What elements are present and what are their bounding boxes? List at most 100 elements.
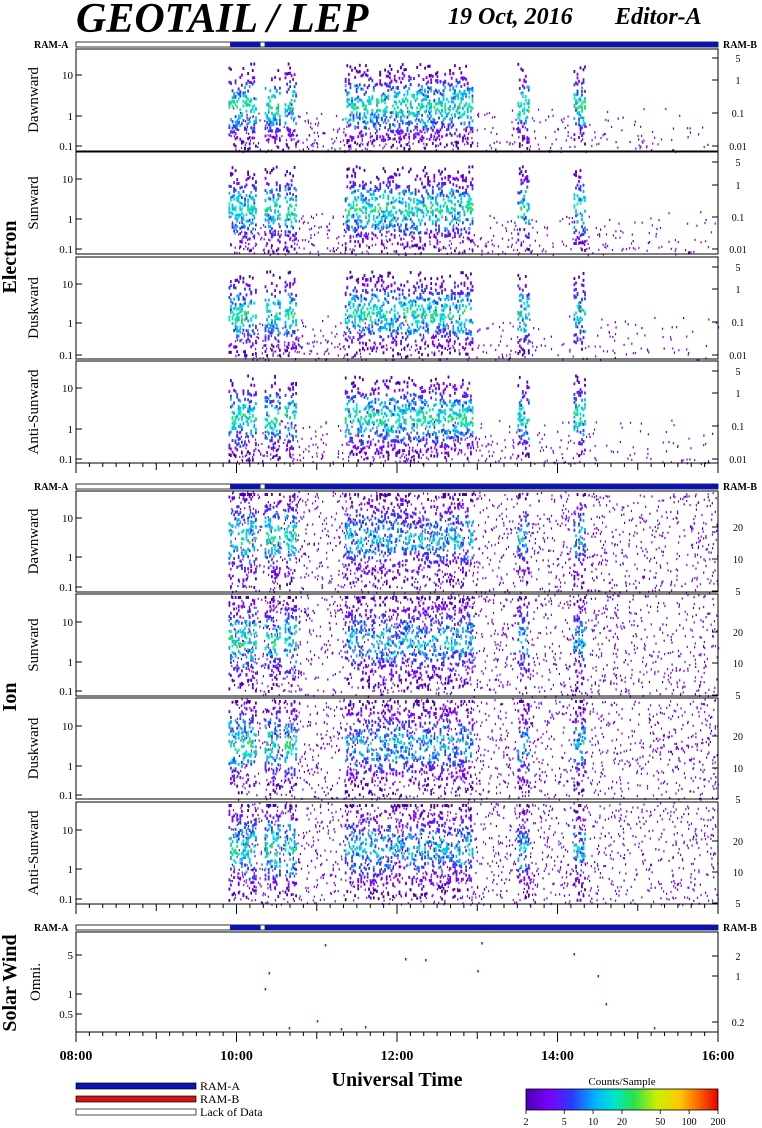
cell <box>425 323 428 327</box>
cell <box>442 320 445 324</box>
cell <box>266 354 268 357</box>
cell <box>387 271 390 275</box>
cell <box>471 177 474 181</box>
cell <box>409 77 412 81</box>
cell <box>478 115 480 118</box>
cell <box>363 329 365 332</box>
cell <box>271 318 273 322</box>
cell <box>442 330 445 334</box>
cell <box>436 242 439 246</box>
cell <box>241 317 243 321</box>
cell <box>408 141 410 144</box>
cell <box>292 330 294 333</box>
cell <box>673 149 675 152</box>
cell <box>526 136 529 140</box>
cell <box>372 293 375 297</box>
cell <box>279 77 281 81</box>
cell <box>239 94 242 98</box>
cell <box>372 223 374 226</box>
cell <box>510 349 512 352</box>
cell <box>362 73 364 77</box>
cell <box>244 86 246 89</box>
cell <box>687 353 689 356</box>
cell <box>521 197 524 201</box>
cell <box>414 288 417 292</box>
cell <box>286 214 288 218</box>
cell <box>678 349 680 352</box>
cell <box>573 138 576 141</box>
cell <box>286 82 288 86</box>
cell <box>316 352 318 355</box>
cell <box>447 230 450 234</box>
cell <box>390 188 393 192</box>
cell <box>686 348 688 351</box>
cell <box>449 305 451 309</box>
cell <box>401 77 404 80</box>
cell <box>524 170 527 173</box>
cell <box>354 75 356 79</box>
cell <box>465 342 467 346</box>
cell <box>433 317 436 321</box>
cell <box>431 222 434 226</box>
cell <box>422 215 425 218</box>
cell <box>287 133 290 137</box>
cell <box>284 289 287 293</box>
cell <box>424 243 426 247</box>
cell <box>259 119 261 122</box>
cell <box>237 294 240 298</box>
cell <box>336 237 338 240</box>
cell <box>605 118 607 121</box>
cell <box>264 329 267 333</box>
cell <box>521 84 524 88</box>
cell <box>250 345 253 349</box>
cell <box>438 323 440 326</box>
cell <box>417 297 420 301</box>
cell <box>511 243 513 246</box>
cell <box>442 317 445 321</box>
cell <box>579 105 582 108</box>
cell <box>390 79 393 83</box>
cell <box>274 336 276 340</box>
cell <box>454 114 456 118</box>
cell <box>242 235 245 239</box>
cell <box>400 341 402 344</box>
cell <box>365 73 367 77</box>
cell <box>231 301 234 305</box>
cell <box>551 108 553 111</box>
cell <box>663 347 665 350</box>
cell <box>470 239 472 243</box>
cell <box>292 112 294 115</box>
cell <box>365 126 367 130</box>
cell <box>367 232 370 235</box>
cell <box>266 120 268 124</box>
cell <box>425 143 428 147</box>
cell <box>228 286 231 289</box>
cell <box>582 290 585 293</box>
cell <box>398 297 401 301</box>
cell <box>411 224 414 228</box>
cell <box>264 231 266 234</box>
cell <box>358 314 361 318</box>
cell <box>228 126 231 130</box>
cell <box>527 179 530 183</box>
cell <box>376 137 378 141</box>
cell <box>248 118 250 121</box>
cell <box>354 84 356 88</box>
cell <box>252 115 254 118</box>
cell <box>520 299 523 303</box>
cell <box>450 206 453 210</box>
cell <box>288 218 290 221</box>
cell <box>417 320 420 324</box>
cell <box>276 137 278 140</box>
cell <box>247 208 249 212</box>
cell <box>264 127 267 131</box>
cell <box>600 326 602 329</box>
cell <box>457 228 459 232</box>
cell <box>400 65 402 69</box>
cell <box>449 117 451 121</box>
cell <box>366 347 369 351</box>
cell <box>369 102 372 106</box>
cell <box>250 334 253 338</box>
